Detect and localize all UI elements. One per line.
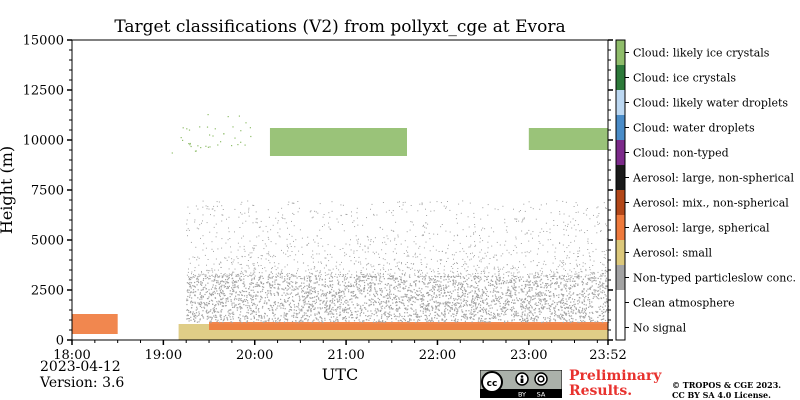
version-label: Version: 3.6 <box>40 375 125 391</box>
x-tick-label: 23:52 <box>589 348 626 363</box>
colorbar-swatch <box>616 240 625 265</box>
class-region <box>186 276 610 324</box>
colorbar-label: Cloud: water droplets <box>633 122 755 135</box>
y-tick-label: 15000 <box>23 34 64 49</box>
x-tick-label: 22:00 <box>419 348 456 363</box>
colorbar-swatch <box>616 315 625 340</box>
results-label: Results. <box>569 383 633 399</box>
x-tick-label: 21:00 <box>327 348 364 363</box>
y-tick-label: 5000 <box>31 234 64 249</box>
colorbar-swatch <box>616 115 625 140</box>
colorbar-swatch <box>616 65 625 90</box>
colorbar-label: Aerosol: small <box>632 247 712 260</box>
class-region <box>171 114 252 154</box>
date-label: 2023-04-12 <box>40 359 121 375</box>
creative-commons-by-sa-icon: cc BY SA <box>480 370 562 398</box>
y-tick-label: 10000 <box>23 134 64 149</box>
cc-by-text: BY <box>518 391 526 399</box>
colorbar-label: Cloud: non-typed <box>633 147 729 160</box>
copyright-line-2: CC BY SA 4.0 License. <box>672 390 771 400</box>
x-tick-label: 20:00 <box>236 348 273 363</box>
colorbar-label: Cloud: ice crystals <box>633 72 736 85</box>
colorbar-label: Cloud: likely ice crystals <box>633 47 770 60</box>
colorbar-label: Aerosol: large, spherical <box>632 222 770 235</box>
colorbar-swatch <box>616 165 625 190</box>
x-tick-label: 23:00 <box>510 348 547 363</box>
colorbar-swatch <box>616 190 625 215</box>
class-region <box>209 322 608 330</box>
colorbar-label: Aerosol: large, non-spherical <box>632 172 794 185</box>
colorbar-swatch <box>616 90 625 115</box>
x-axis-label: UTC <box>322 365 358 384</box>
class-region <box>528 128 608 150</box>
copyright-line-1: © TROPOS & CGE 2023. <box>672 380 782 390</box>
x-tick-label: 18:00 <box>53 348 90 363</box>
y-tick-label: 12500 <box>23 84 64 99</box>
x-tick-label: 19:00 <box>145 348 182 363</box>
colorbar-label: Non-typed particleslow conc. <box>633 272 796 285</box>
y-tick-label: 2500 <box>31 284 64 299</box>
colorbar-label: Aerosol: mix., non-spherical <box>632 197 789 210</box>
y-tick-label: 0 <box>56 334 64 349</box>
class-region <box>269 128 407 156</box>
colorbar-swatch <box>616 40 625 65</box>
noise-speckle <box>186 200 609 277</box>
cc-text: cc <box>487 379 498 389</box>
colorbar-label: No signal <box>633 322 687 335</box>
cc-sa-text: SA <box>537 391 546 399</box>
plot-background <box>72 40 608 340</box>
class-region <box>72 314 118 334</box>
colorbar-swatch <box>616 215 625 240</box>
colorbar-label: Clean atmosphere <box>633 297 735 310</box>
preliminary-label: Preliminary <box>569 368 662 384</box>
colorbar-frame <box>615 39 626 341</box>
colorbar-swatch <box>616 140 625 165</box>
y-axis-label: Height (m) <box>0 146 16 234</box>
colorbar-label: Cloud: likely water droplets <box>633 97 788 110</box>
chart-title: Target classifications (V2) from pollyxt… <box>114 17 566 37</box>
colorbar-swatch <box>616 290 625 315</box>
colorbar-swatch <box>616 265 625 290</box>
y-tick-label: 7500 <box>31 184 64 199</box>
